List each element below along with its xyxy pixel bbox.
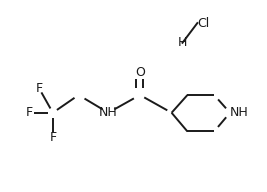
Text: F: F	[26, 106, 33, 119]
Text: Cl: Cl	[197, 17, 210, 30]
Text: F: F	[36, 82, 42, 95]
Text: F: F	[49, 131, 56, 144]
Text: H: H	[178, 36, 187, 49]
Text: O: O	[135, 66, 145, 79]
Text: NH: NH	[230, 106, 249, 119]
Text: NH: NH	[99, 106, 118, 119]
